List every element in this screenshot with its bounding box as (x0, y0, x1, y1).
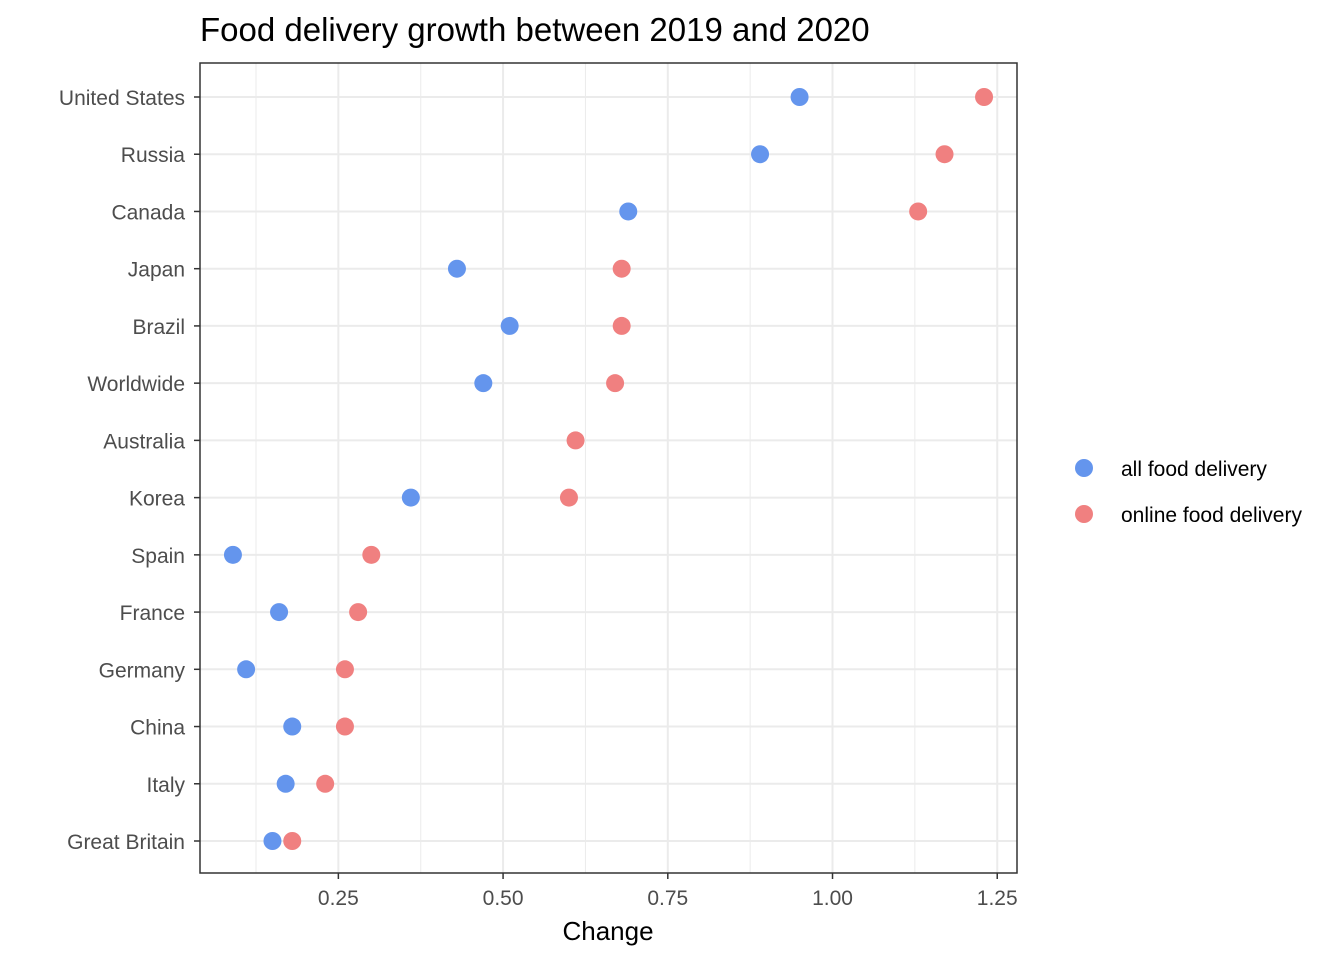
data-point (401, 488, 420, 507)
plot-border (199, 62, 1018, 874)
data-point (612, 316, 631, 335)
data-point (975, 88, 994, 106)
y-tick-label: Russia (121, 144, 186, 167)
x-tick-label: 0.75 (647, 887, 688, 910)
y-tick-label: Brazil (132, 316, 185, 339)
data-point (276, 774, 295, 793)
data-point (349, 603, 368, 622)
y-tick-label: Spain (131, 545, 185, 568)
data-point (500, 316, 519, 335)
data-point (283, 717, 302, 736)
data-point (566, 431, 585, 450)
plot-panel (200, 63, 1017, 873)
data-point (909, 202, 928, 221)
x-tick-label: 1.00 (812, 887, 853, 910)
y-tick-label: Canada (111, 201, 185, 224)
chart-title: Food delivery growth between 2019 and 20… (200, 11, 870, 48)
data-point (474, 374, 493, 393)
data-point (559, 488, 578, 507)
data-point (751, 145, 770, 164)
legend-label: all food delivery (1121, 458, 1267, 481)
legend: all food delivery online food delivery (1075, 458, 1302, 527)
data-point (619, 202, 638, 221)
x-tick-label: 0.50 (483, 887, 524, 910)
y-tick-label: Great Britain (67, 831, 185, 854)
data-point (237, 660, 256, 679)
y-axis: United States Russia Canada Japan Brazil Worl… (59, 87, 200, 854)
data-point (270, 603, 289, 622)
y-tick-label: France (120, 602, 185, 625)
y-tick-label: China (130, 717, 185, 740)
legend-key (1075, 459, 1093, 477)
y-tick-label: United States (59, 87, 185, 110)
legend-label: online food delivery (1121, 504, 1302, 527)
data-point (606, 374, 625, 393)
data-point (335, 660, 354, 679)
grid-lines (200, 63, 1017, 873)
data-point (362, 545, 381, 564)
data-point (935, 145, 954, 164)
y-tick-label: Australia (103, 430, 185, 453)
data-point (316, 774, 335, 793)
x-axis-title: Change (562, 916, 653, 946)
y-tick-label: Germany (99, 659, 186, 682)
x-tick-label: 0.25 (318, 887, 359, 910)
y-tick-label: Italy (146, 774, 185, 797)
y-tick-label: Japan (128, 259, 185, 282)
data-points (223, 88, 994, 850)
data-point (335, 717, 354, 736)
data-point (263, 832, 282, 850)
data-point (790, 88, 809, 106)
legend-key (1075, 505, 1093, 523)
data-point (223, 545, 242, 564)
x-axis: 0.25 0.50 0.75 1.00 1.25 (318, 873, 1018, 910)
data-point (283, 832, 302, 850)
y-tick-label: Korea (129, 488, 185, 511)
data-point (447, 259, 466, 278)
data-point (612, 259, 631, 278)
x-tick-label: 1.25 (977, 887, 1018, 910)
y-tick-label: Worldwide (87, 373, 185, 396)
